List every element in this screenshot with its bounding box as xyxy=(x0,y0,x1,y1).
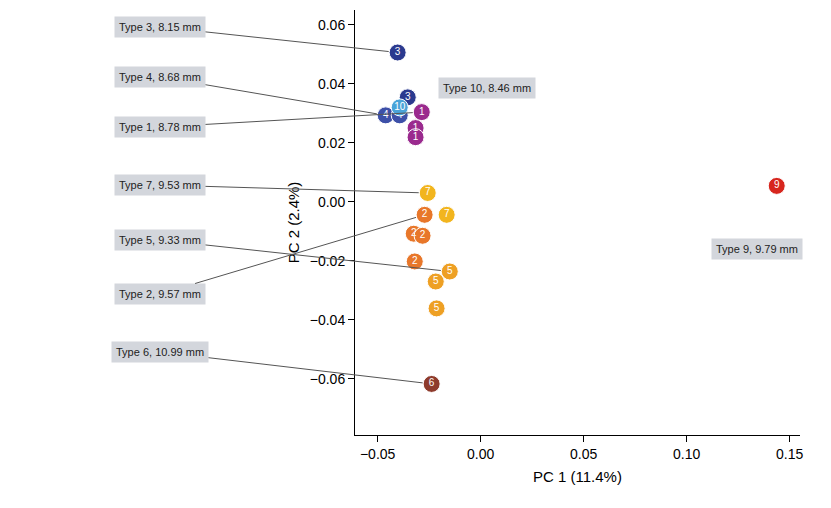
svg-text:0.06: 0.06 xyxy=(318,17,345,33)
svg-text:3: 3 xyxy=(405,91,411,102)
svg-text:9: 9 xyxy=(774,179,780,190)
svg-text:−0.02: −0.02 xyxy=(310,253,346,269)
svg-text:7: 7 xyxy=(425,186,431,197)
svg-text:5: 5 xyxy=(434,302,440,313)
svg-text:Type 6, 10.99 mm: Type 6, 10.99 mm xyxy=(116,346,204,358)
svg-text:4: 4 xyxy=(397,109,403,120)
svg-text:Type 5, 9.33 mm: Type 5, 9.33 mm xyxy=(119,234,201,246)
svg-text:PC 1 (11.4%): PC 1 (11.4%) xyxy=(533,468,622,485)
svg-text:2: 2 xyxy=(420,229,426,240)
svg-text:Type 4, 8.68 mm: Type 4, 8.68 mm xyxy=(119,71,201,83)
svg-text:1: 1 xyxy=(419,106,425,117)
svg-text:0.00: 0.00 xyxy=(467,446,494,462)
svg-text:Type 1, 8.78 mm: Type 1, 8.78 mm xyxy=(119,121,201,133)
svg-text:2: 2 xyxy=(411,227,417,238)
svg-text:Type 2, 9.57 mm: Type 2, 9.57 mm xyxy=(119,288,201,300)
svg-text:Type 7, 9.53 mm: Type 7, 9.53 mm xyxy=(119,179,201,191)
svg-text:0.10: 0.10 xyxy=(673,446,700,462)
svg-text:10: 10 xyxy=(394,101,406,112)
svg-text:2: 2 xyxy=(412,255,418,266)
svg-text:−0.06: −0.06 xyxy=(310,371,346,387)
svg-text:6: 6 xyxy=(429,377,435,388)
svg-text:−0.05: −0.05 xyxy=(360,446,396,462)
svg-text:Type 10, 8.46 mm: Type 10, 8.46 mm xyxy=(443,82,531,94)
svg-text:0.00: 0.00 xyxy=(318,194,345,210)
svg-text:0.04: 0.04 xyxy=(318,76,345,92)
svg-text:0.02: 0.02 xyxy=(318,135,345,151)
svg-text:4: 4 xyxy=(383,109,389,120)
svg-text:0.15: 0.15 xyxy=(776,446,803,462)
svg-text:Type 3, 8.15 mm: Type 3, 8.15 mm xyxy=(119,21,201,33)
svg-text:Type 9, 9.79 mm: Type 9, 9.79 mm xyxy=(716,243,798,255)
svg-text:1: 1 xyxy=(413,122,419,133)
svg-text:1: 1 xyxy=(413,131,419,142)
svg-text:PC 2 (2.4%): PC 2 (2.4%) xyxy=(285,182,302,264)
svg-text:7: 7 xyxy=(444,208,450,219)
svg-text:3: 3 xyxy=(395,46,401,57)
svg-text:5: 5 xyxy=(447,265,453,276)
svg-text:0.05: 0.05 xyxy=(570,446,597,462)
svg-text:5: 5 xyxy=(433,275,439,286)
svg-text:2: 2 xyxy=(422,208,428,219)
svg-text:−0.04: −0.04 xyxy=(310,312,346,328)
